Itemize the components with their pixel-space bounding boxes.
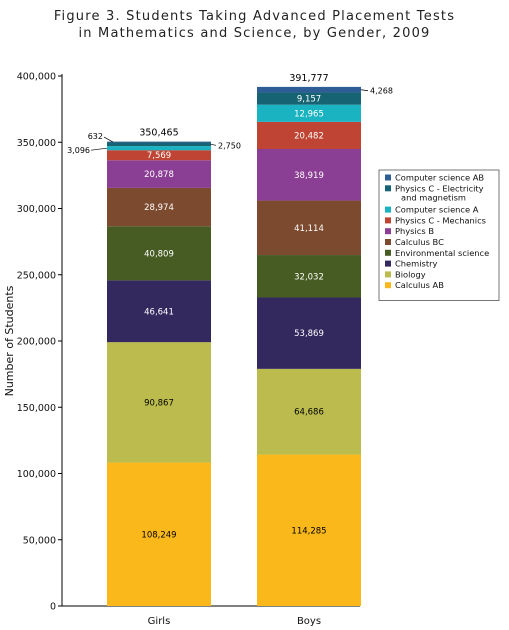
data-label: 53,869 [294,329,324,339]
data-label: 7,569 [147,151,171,161]
callout-line [360,89,369,92]
bar-segment [257,297,361,369]
chart-title-line: Figure 3. Students Taking Advanced Place… [54,9,455,24]
x-axis: Girls Boys [148,616,321,627]
legend-box [378,169,500,301]
bar-segment [257,92,361,105]
data-label: 9,157 [297,95,321,105]
legend-swatch [385,206,391,213]
bar-segment [257,200,361,256]
legend-item: Environmental science [395,248,489,258]
y-axis-title: Number of Students [3,285,16,396]
legend-swatch [385,282,391,289]
data-label: 46,641 [144,307,174,317]
bar-segment [257,104,361,122]
data-label: 108,249 [141,530,176,540]
data-label: 64,686 [294,408,324,418]
data-label: 632 [88,132,103,141]
data-label: 20,878 [144,170,174,180]
y-tick-label: 100,000 [17,469,56,480]
bar-segment [257,86,361,93]
legend-swatch [385,260,391,267]
bar-segment [107,280,211,343]
chart-title-line: in Mathematics and Science, by Gender, 2… [78,26,430,41]
data-label: 4,268 [370,87,393,96]
data-label: 28,974 [144,203,174,213]
legend-item: Computer science A [395,205,479,215]
bar-segment [257,121,361,150]
bar-segment [107,146,211,151]
bar-segment [107,187,211,227]
bar-segment [257,368,361,455]
bar-segment [107,150,211,161]
data-labels: 108,249 90,867 46,641 40,809 28,974 20,878 7,5… [67,73,393,540]
bar-segment [257,149,361,201]
bar-segment [257,454,361,606]
bar-segment [107,342,211,463]
legend-swatch [385,271,391,278]
data-label: 40,809 [144,249,174,259]
legend-swatch [385,249,391,256]
data-label: 20,482 [294,131,324,141]
data-label: 38,919 [294,171,324,181]
legend-swatch [385,239,391,245]
total-label: 350,465 [139,128,178,139]
data-label: 114,285 [291,526,326,536]
chart-title: Figure 3. Students Taking Advanced Place… [54,9,455,41]
bar-segment [107,160,211,188]
data-label: 41,114 [294,224,324,234]
legend-item: Biology [395,269,426,279]
legend-item: Chemistry [395,259,438,269]
y-tick-label: 300,000 [17,204,56,215]
bar-segment [257,255,361,298]
y-tick-label: 50,000 [23,535,56,546]
data-label: 32,032 [294,272,324,282]
legend-swatch [385,228,391,235]
x-tick-label: Girls [148,616,171,627]
y-tick-label: 200,000 [17,337,56,348]
legend-item: Physics B [395,226,434,236]
x-tick-label: Boys [297,616,321,627]
legend-swatch [385,174,391,181]
callout-line [103,136,114,143]
y-tick-label: 400,000 [17,72,56,83]
legend-item: Computer science AB [395,173,484,183]
callout-line [90,147,108,151]
total-label: 391,777 [289,73,328,84]
bars [107,86,361,606]
callout-line [210,143,217,146]
legend-item: Calculus AB [395,280,444,290]
y-tick-label: 350,000 [17,138,56,149]
y-tick-label: 250,000 [17,270,56,281]
bar-segment [107,226,211,281]
y-tick-label: 0 [50,602,56,613]
bar-segment [107,142,211,147]
legend-swatch [385,185,391,192]
legend-item: Physics C - Electricity and magnetism [395,183,484,202]
y-tick-label: 150,000 [17,403,56,414]
data-label: 90,867 [144,398,174,408]
data-label: 3,096 [67,146,90,155]
data-label: 12,965 [294,109,324,119]
bar-segment [107,462,211,606]
legend-item: Calculus BC [395,237,444,247]
legend-swatch [385,217,391,224]
bar-segment [107,141,211,143]
data-label: 2,750 [218,141,241,150]
legend-item: Physics C - Mechanics [395,215,486,225]
